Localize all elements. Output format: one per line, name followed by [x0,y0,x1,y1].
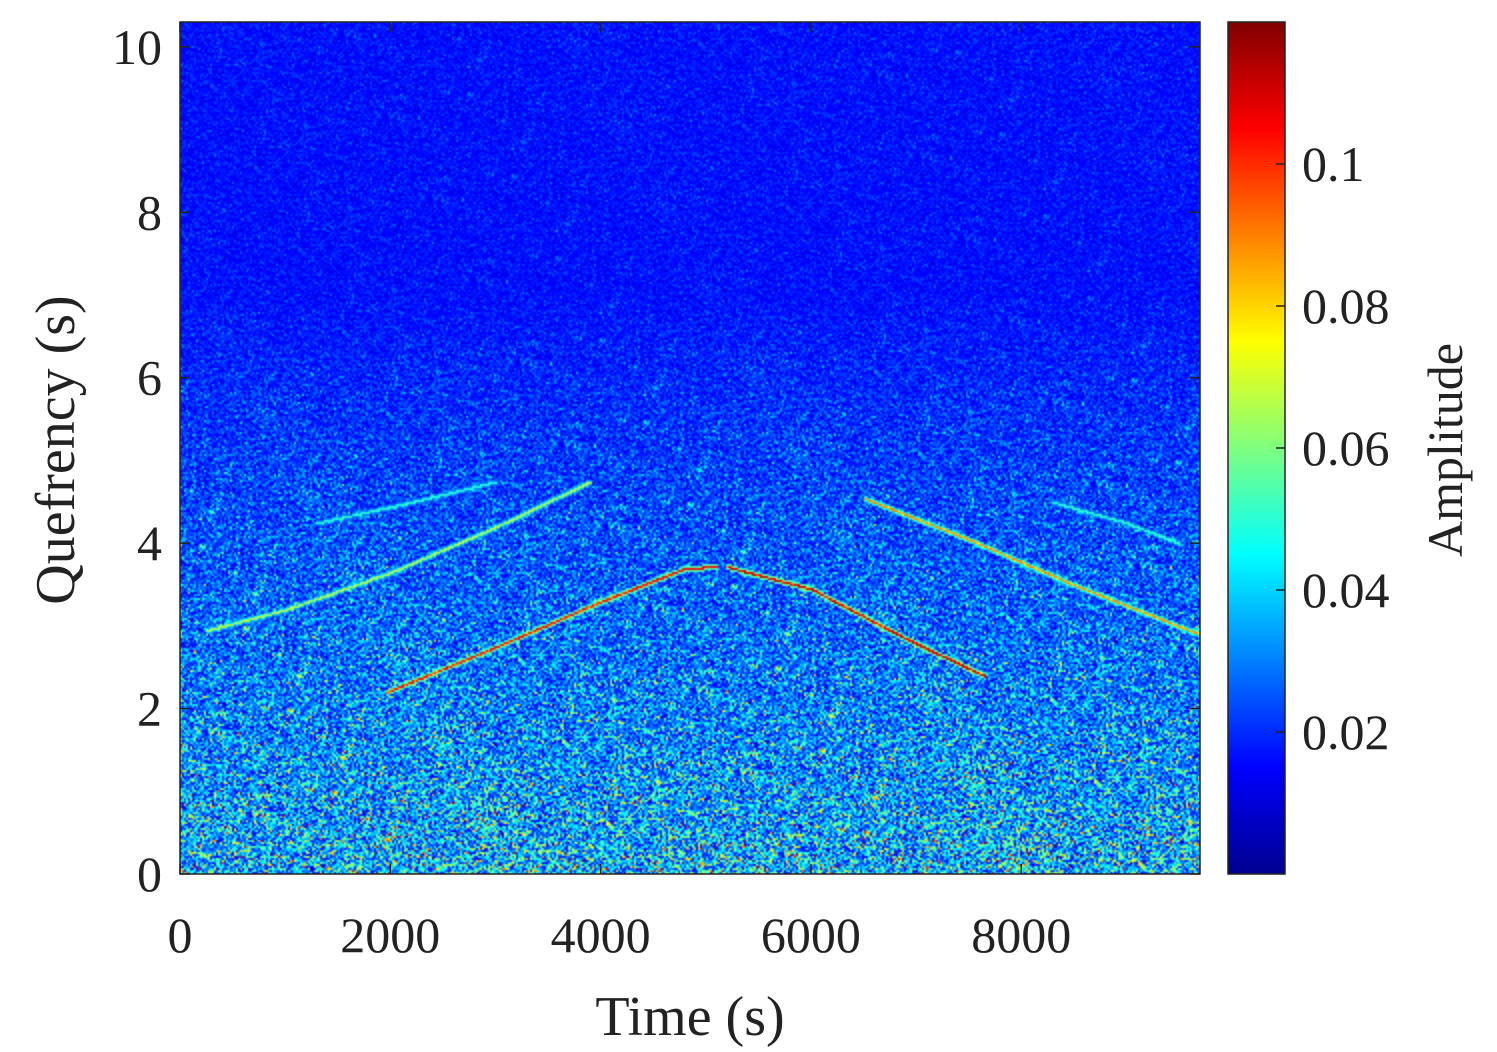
x-tick-label: 0 [168,907,193,963]
x-tick-label: 4000 [551,907,651,963]
colorbar-title: Amplitude [1417,343,1473,557]
x-axis-title: Time (s) [595,986,784,1048]
y-tick-label: 4 [137,515,162,571]
x-tick-label: 8000 [971,907,1071,963]
colorbar-tick-label: 0.08 [1302,278,1390,334]
y-axis: 0 2 4 6 8 10 [112,19,1200,902]
plot-frame [179,21,1201,875]
colorbar-tick-label: 0.06 [1302,420,1390,476]
heatmap-image [180,22,1200,874]
colorbar-gradient [1227,21,1286,875]
plot-area [179,21,1201,875]
colorbar: 0.02 0.04 0.06 0.08 0.1 Amplitude [1227,21,1473,875]
colorbar-ticks: 0.02 0.04 0.06 0.08 0.1 [1276,136,1390,760]
y-axis-title: Quefrency (s) [25,295,87,604]
x-tick-label: 2000 [340,907,440,963]
colorbar-tick-label: 0.1 [1302,136,1365,192]
colorbar-tick-label: 0.02 [1302,704,1390,760]
y-tick-label: 8 [137,184,162,240]
y-tick-label: 0 [137,846,162,902]
y-tick-label: 6 [137,350,162,406]
y-tick-label: 10 [112,19,162,75]
y-tick-label: 2 [137,681,162,737]
colorbar-tick-label: 0.04 [1302,562,1390,618]
x-tick-label: 6000 [761,907,861,963]
x-axis: 0 2000 4000 6000 8000 [168,22,1071,963]
